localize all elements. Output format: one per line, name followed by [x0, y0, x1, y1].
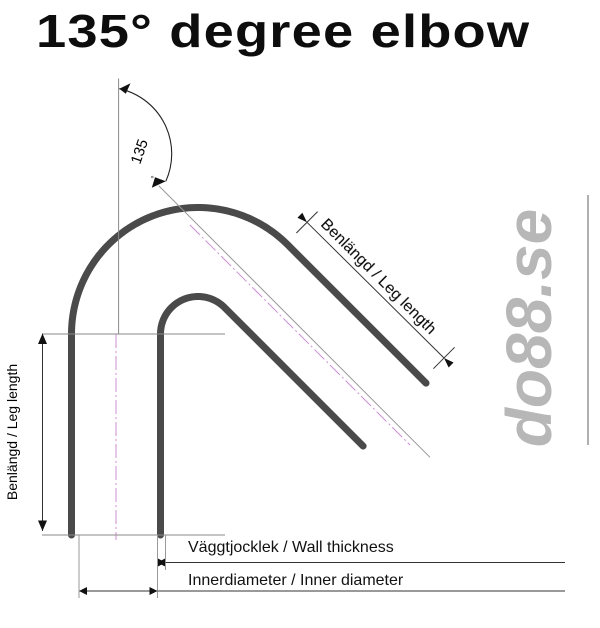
svg-text:Väggtjocklek / Wall thickness: Väggtjocklek / Wall thickness	[188, 539, 394, 556]
svg-text:Benlängd / Leg length: Benlängd / Leg length	[4, 364, 20, 500]
svg-text:do88.se: do88.se	[493, 209, 565, 447]
svg-text:Benlängd / Leg length: Benlängd / Leg length	[317, 216, 439, 338]
svg-text:135: 135	[128, 137, 152, 166]
svg-text:Innerdiameter / Inner diameter: Innerdiameter / Inner diameter	[188, 572, 404, 589]
svg-text:°: °	[149, 175, 159, 181]
